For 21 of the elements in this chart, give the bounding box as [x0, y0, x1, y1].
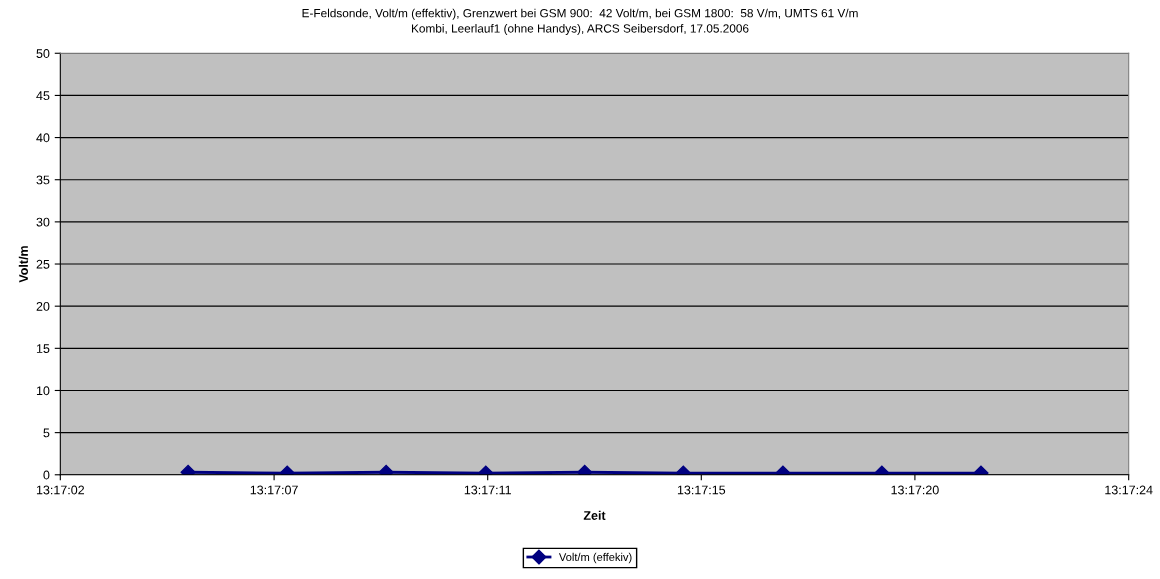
y-tick-label: 40	[36, 133, 50, 143]
y-tick-label: 30	[36, 217, 50, 227]
y-axis-title: Volt/m	[18, 246, 29, 283]
y-tick-label: 45	[36, 91, 50, 101]
y-tick-label: 25	[36, 259, 50, 269]
x-tick-label: 13:17:24	[1105, 485, 1153, 495]
x-tick-label: 13:17:02	[36, 485, 85, 495]
y-tick-label: 35	[36, 175, 50, 185]
x-tick-label: 13:17:15	[677, 485, 726, 495]
y-tick-label: 0	[43, 470, 50, 480]
y-tick-label: 20	[36, 301, 50, 311]
x-tick-label: 13:17:20	[891, 485, 939, 495]
x-axis-title: Zeit	[583, 510, 606, 520]
x-tick-label: 13:17:11	[464, 485, 511, 495]
chart-title: E-Feldsonde, Volt/m (effektiv), Grenzwert bei GSM 900: 42 Volt/m, bei GSM 1800: 58 V/m, UMTS 61 V/m Kombi, Leerlauf1 (ohne Handys), ARCS Seibersdorf, 17.05.2006	[302, 8, 858, 35]
y-tick-label: 5	[43, 428, 50, 438]
y-tick-label: 10	[36, 386, 50, 396]
x-tick-label: 13:17:07	[250, 485, 298, 495]
y-tick-label: 15	[36, 344, 50, 353]
legend-label: Volt/m (effekiv)	[558, 552, 632, 564]
y-tick-label: 50	[36, 49, 50, 58]
